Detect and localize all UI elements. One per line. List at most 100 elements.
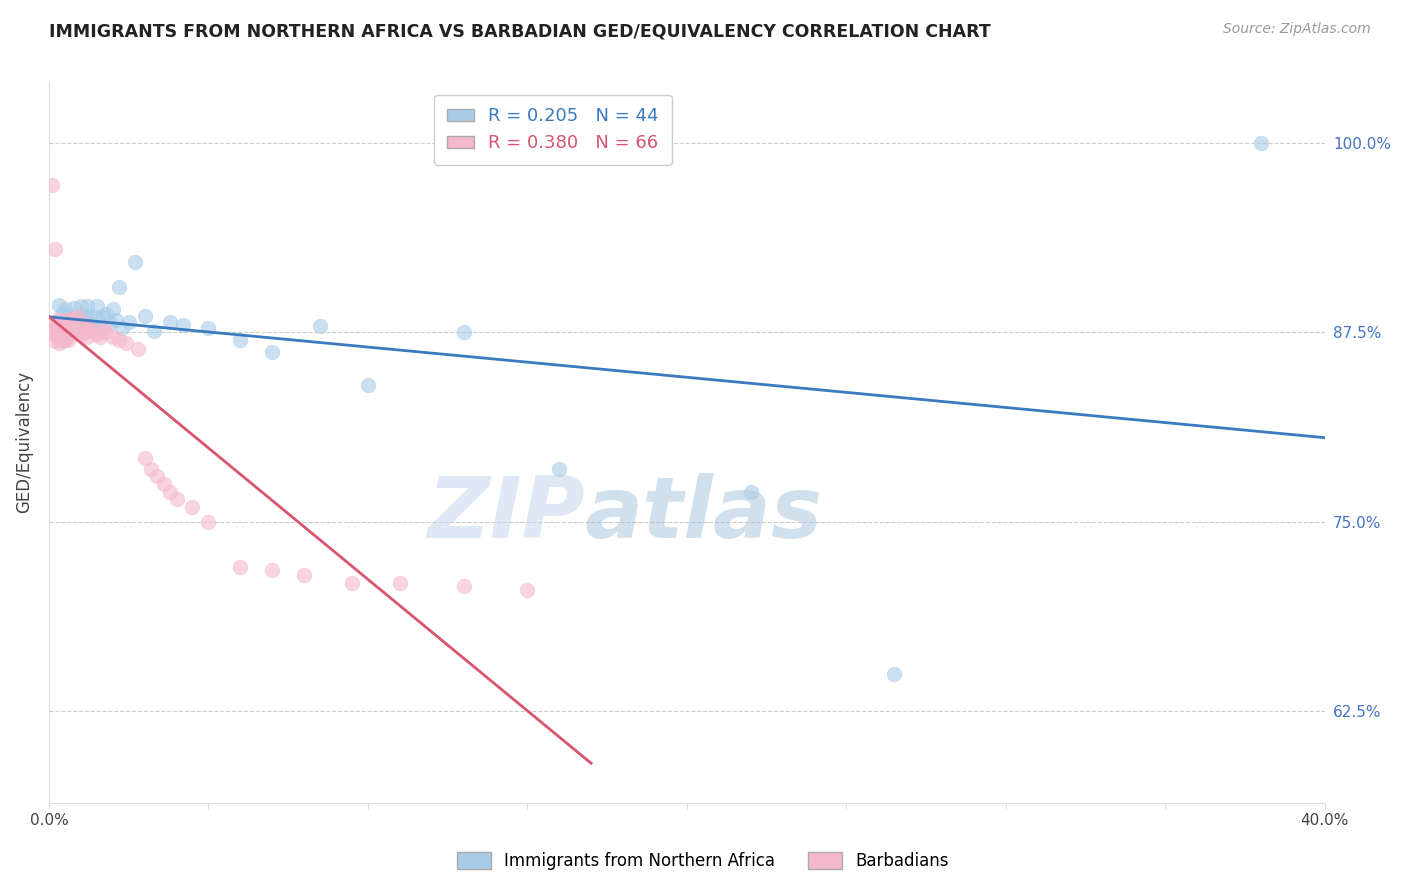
Point xyxy=(53,315,76,329)
Point xyxy=(453,578,475,592)
Point xyxy=(56,325,79,339)
Point xyxy=(41,320,63,334)
Point xyxy=(357,378,380,392)
Point xyxy=(60,315,83,329)
Point xyxy=(89,330,111,344)
Point xyxy=(70,328,93,343)
Point xyxy=(86,300,108,314)
Point xyxy=(143,324,166,338)
Point xyxy=(83,320,105,334)
Point xyxy=(139,462,162,476)
Point xyxy=(56,311,79,326)
Point xyxy=(51,328,73,343)
Text: ZIP: ZIP xyxy=(427,473,585,556)
Point xyxy=(48,331,70,345)
Point xyxy=(104,313,127,327)
Point xyxy=(48,298,70,312)
Point xyxy=(134,309,156,323)
Point xyxy=(91,310,114,324)
Point xyxy=(111,320,134,334)
Point xyxy=(41,325,63,339)
Point xyxy=(44,324,66,338)
Point xyxy=(118,315,141,329)
Point xyxy=(262,345,284,359)
Point xyxy=(63,319,86,334)
Point xyxy=(108,279,131,293)
Point xyxy=(56,319,79,334)
Point xyxy=(86,310,108,324)
Point xyxy=(96,307,118,321)
Point xyxy=(56,333,79,347)
Point xyxy=(127,342,149,356)
Point xyxy=(70,320,93,334)
Point xyxy=(44,334,66,349)
Point xyxy=(262,563,284,577)
Point xyxy=(66,309,89,323)
Legend: R = 0.205   N = 44, R = 0.380   N = 66: R = 0.205 N = 44, R = 0.380 N = 66 xyxy=(434,95,672,165)
Point xyxy=(48,325,70,339)
Y-axis label: GED/Equivalency: GED/Equivalency xyxy=(15,371,32,513)
Point xyxy=(101,330,124,344)
Point xyxy=(453,325,475,339)
Point xyxy=(1250,136,1272,150)
Point xyxy=(124,255,146,269)
Text: IMMIGRANTS FROM NORTHERN AFRICA VS BARBADIAN GED/EQUIVALENCY CORRELATION CHART: IMMIGRANTS FROM NORTHERN AFRICA VS BARBA… xyxy=(49,22,991,40)
Point xyxy=(172,318,194,332)
Point xyxy=(70,315,93,329)
Point xyxy=(63,318,86,332)
Point xyxy=(159,315,181,329)
Point xyxy=(76,313,98,327)
Point xyxy=(63,325,86,339)
Point xyxy=(79,319,101,334)
Point xyxy=(44,328,66,343)
Point xyxy=(60,322,83,336)
Point xyxy=(70,311,93,326)
Point xyxy=(51,334,73,349)
Point xyxy=(63,301,86,315)
Point xyxy=(292,568,315,582)
Point xyxy=(96,325,118,339)
Point xyxy=(48,335,70,350)
Point xyxy=(388,575,411,590)
Point xyxy=(548,462,571,476)
Point xyxy=(60,328,83,343)
Point xyxy=(89,320,111,334)
Point xyxy=(883,666,905,681)
Point xyxy=(56,309,79,323)
Point xyxy=(51,318,73,332)
Point xyxy=(66,316,89,330)
Point xyxy=(101,302,124,317)
Point xyxy=(152,477,174,491)
Point xyxy=(181,500,204,514)
Point xyxy=(73,309,96,323)
Point xyxy=(108,333,131,347)
Point xyxy=(53,315,76,329)
Point xyxy=(516,583,538,598)
Point xyxy=(166,492,188,507)
Point xyxy=(98,316,121,330)
Point xyxy=(51,307,73,321)
Point xyxy=(340,575,363,590)
Point xyxy=(53,320,76,334)
Point xyxy=(146,469,169,483)
Point xyxy=(66,309,89,323)
Point xyxy=(41,178,63,192)
Point xyxy=(229,333,252,347)
Point xyxy=(197,320,219,334)
Point xyxy=(91,322,114,336)
Point xyxy=(79,309,101,323)
Point xyxy=(70,300,93,314)
Point xyxy=(73,325,96,339)
Point xyxy=(229,560,252,574)
Text: Source: ZipAtlas.com: Source: ZipAtlas.com xyxy=(1223,22,1371,37)
Point xyxy=(79,322,101,336)
Point xyxy=(73,319,96,334)
Point xyxy=(86,326,108,341)
Point xyxy=(63,311,86,326)
Point xyxy=(53,326,76,341)
Point xyxy=(48,320,70,334)
Point xyxy=(76,330,98,344)
Point xyxy=(44,315,66,329)
Point xyxy=(60,311,83,326)
Point xyxy=(83,325,105,339)
